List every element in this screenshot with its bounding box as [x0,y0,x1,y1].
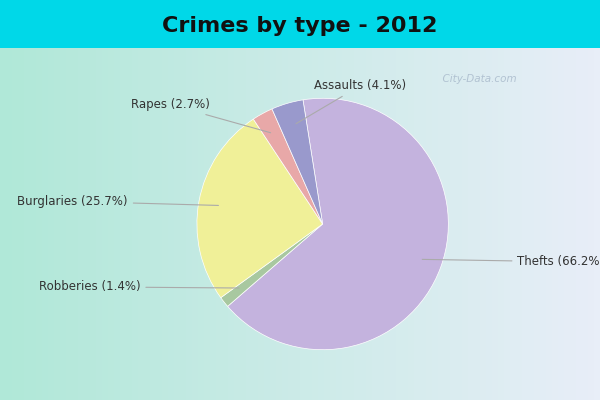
Text: Robberies (1.4%): Robberies (1.4%) [39,280,239,293]
Text: City-Data.com: City-Data.com [436,74,516,84]
Wedge shape [253,109,323,224]
Text: Crimes by type - 2012: Crimes by type - 2012 [163,16,437,36]
Wedge shape [197,119,323,298]
Text: Thefts (66.2%): Thefts (66.2%) [422,255,600,268]
Text: Burglaries (25.7%): Burglaries (25.7%) [17,195,218,208]
Wedge shape [272,100,323,224]
Text: Rapes (2.7%): Rapes (2.7%) [131,98,271,133]
Wedge shape [221,224,323,306]
Text: Assaults (4.1%): Assaults (4.1%) [296,79,406,124]
Wedge shape [227,98,448,350]
